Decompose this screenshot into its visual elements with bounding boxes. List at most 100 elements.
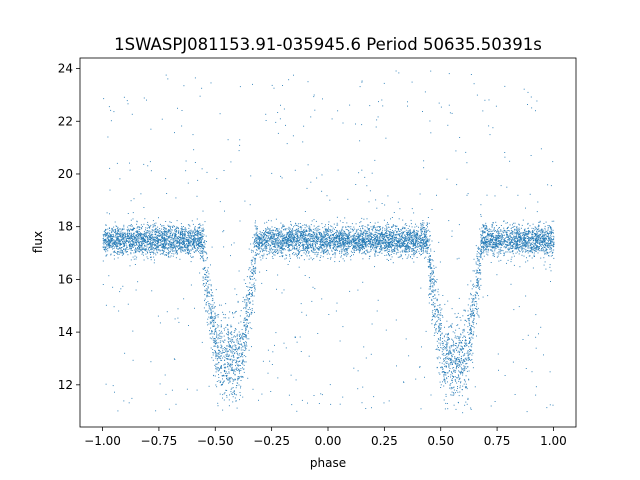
data-point bbox=[130, 238, 132, 240]
data-point bbox=[258, 238, 260, 240]
data-point bbox=[222, 409, 224, 411]
data-point bbox=[413, 234, 415, 236]
data-point bbox=[539, 237, 541, 239]
data-point bbox=[471, 325, 473, 327]
data-point bbox=[437, 309, 439, 311]
data-point bbox=[543, 249, 545, 251]
data-point bbox=[330, 237, 332, 239]
data-point bbox=[547, 244, 549, 246]
data-point bbox=[300, 233, 302, 235]
data-point bbox=[255, 233, 257, 235]
data-point bbox=[312, 244, 314, 246]
data-point bbox=[353, 229, 354, 231]
data-point bbox=[307, 245, 309, 247]
data-point bbox=[152, 235, 154, 237]
data-point bbox=[206, 272, 208, 274]
data-point bbox=[286, 143, 288, 145]
data-point bbox=[423, 231, 425, 233]
data-point bbox=[271, 236, 273, 238]
data-point bbox=[168, 241, 170, 242]
data-point bbox=[461, 346, 463, 347]
data-point bbox=[507, 259, 509, 261]
data-point bbox=[471, 313, 473, 314]
data-point bbox=[330, 242, 332, 244]
data-point bbox=[152, 230, 154, 232]
data-point bbox=[367, 229, 369, 230]
data-point bbox=[165, 255, 167, 256]
data-point bbox=[331, 118, 333, 120]
data-point bbox=[476, 312, 478, 314]
data-point bbox=[220, 330, 222, 332]
data-point bbox=[452, 339, 454, 341]
data-point bbox=[381, 203, 383, 204]
data-point bbox=[273, 246, 275, 247]
data-point bbox=[495, 105, 497, 107]
data-point bbox=[454, 361, 456, 363]
data-point bbox=[146, 244, 148, 246]
data-point bbox=[110, 233, 111, 235]
data-point bbox=[260, 259, 262, 261]
data-point bbox=[128, 242, 130, 243]
data-point bbox=[466, 403, 468, 405]
data-point bbox=[167, 237, 169, 239]
data-point bbox=[357, 228, 359, 230]
data-point bbox=[255, 228, 257, 230]
data-point bbox=[408, 240, 410, 242]
data-point bbox=[205, 304, 207, 306]
data-point bbox=[399, 236, 401, 238]
data-point bbox=[544, 250, 546, 252]
data-point bbox=[199, 244, 201, 246]
data-point bbox=[165, 239, 167, 241]
data-point bbox=[199, 258, 201, 260]
data-point bbox=[475, 301, 477, 303]
data-point bbox=[141, 227, 142, 229]
data-point bbox=[447, 339, 449, 341]
data-point bbox=[472, 299, 474, 301]
data-point bbox=[366, 185, 368, 187]
data-point bbox=[192, 235, 194, 237]
data-point bbox=[466, 194, 468, 196]
data-point bbox=[249, 286, 251, 288]
data-point bbox=[399, 230, 401, 232]
data-point bbox=[111, 229, 113, 231]
data-point bbox=[407, 228, 409, 229]
data-point bbox=[269, 244, 271, 246]
data-point bbox=[213, 341, 215, 343]
data-point bbox=[441, 347, 443, 349]
data-point bbox=[102, 260, 104, 262]
data-point bbox=[384, 245, 386, 247]
data-point bbox=[409, 232, 411, 234]
data-point bbox=[540, 229, 542, 231]
data-point bbox=[289, 235, 291, 237]
data-point bbox=[368, 258, 370, 260]
data-point bbox=[402, 233, 404, 235]
data-point bbox=[301, 311, 303, 313]
data-point bbox=[519, 242, 521, 244]
data-point bbox=[272, 251, 274, 253]
data-point bbox=[252, 250, 254, 251]
data-point bbox=[468, 379, 470, 381]
data-point bbox=[209, 303, 211, 305]
data-point bbox=[231, 351, 233, 353]
data-point bbox=[354, 245, 355, 247]
data-point bbox=[251, 293, 253, 295]
data-point bbox=[305, 314, 307, 316]
data-point bbox=[486, 194, 488, 196]
data-point bbox=[201, 239, 203, 241]
data-point bbox=[434, 313, 436, 315]
data-point bbox=[285, 257, 287, 259]
data-point bbox=[341, 233, 343, 235]
data-point bbox=[484, 243, 486, 245]
data-point bbox=[480, 256, 482, 258]
data-point bbox=[160, 249, 162, 251]
data-point bbox=[442, 354, 444, 356]
data-point bbox=[471, 331, 472, 333]
data-point bbox=[300, 249, 302, 251]
data-point bbox=[506, 230, 508, 232]
data-point bbox=[424, 227, 426, 229]
data-point bbox=[310, 238, 312, 240]
data-point bbox=[394, 230, 396, 232]
data-point bbox=[547, 184, 549, 186]
data-point bbox=[337, 243, 339, 245]
data-point bbox=[238, 348, 239, 349]
